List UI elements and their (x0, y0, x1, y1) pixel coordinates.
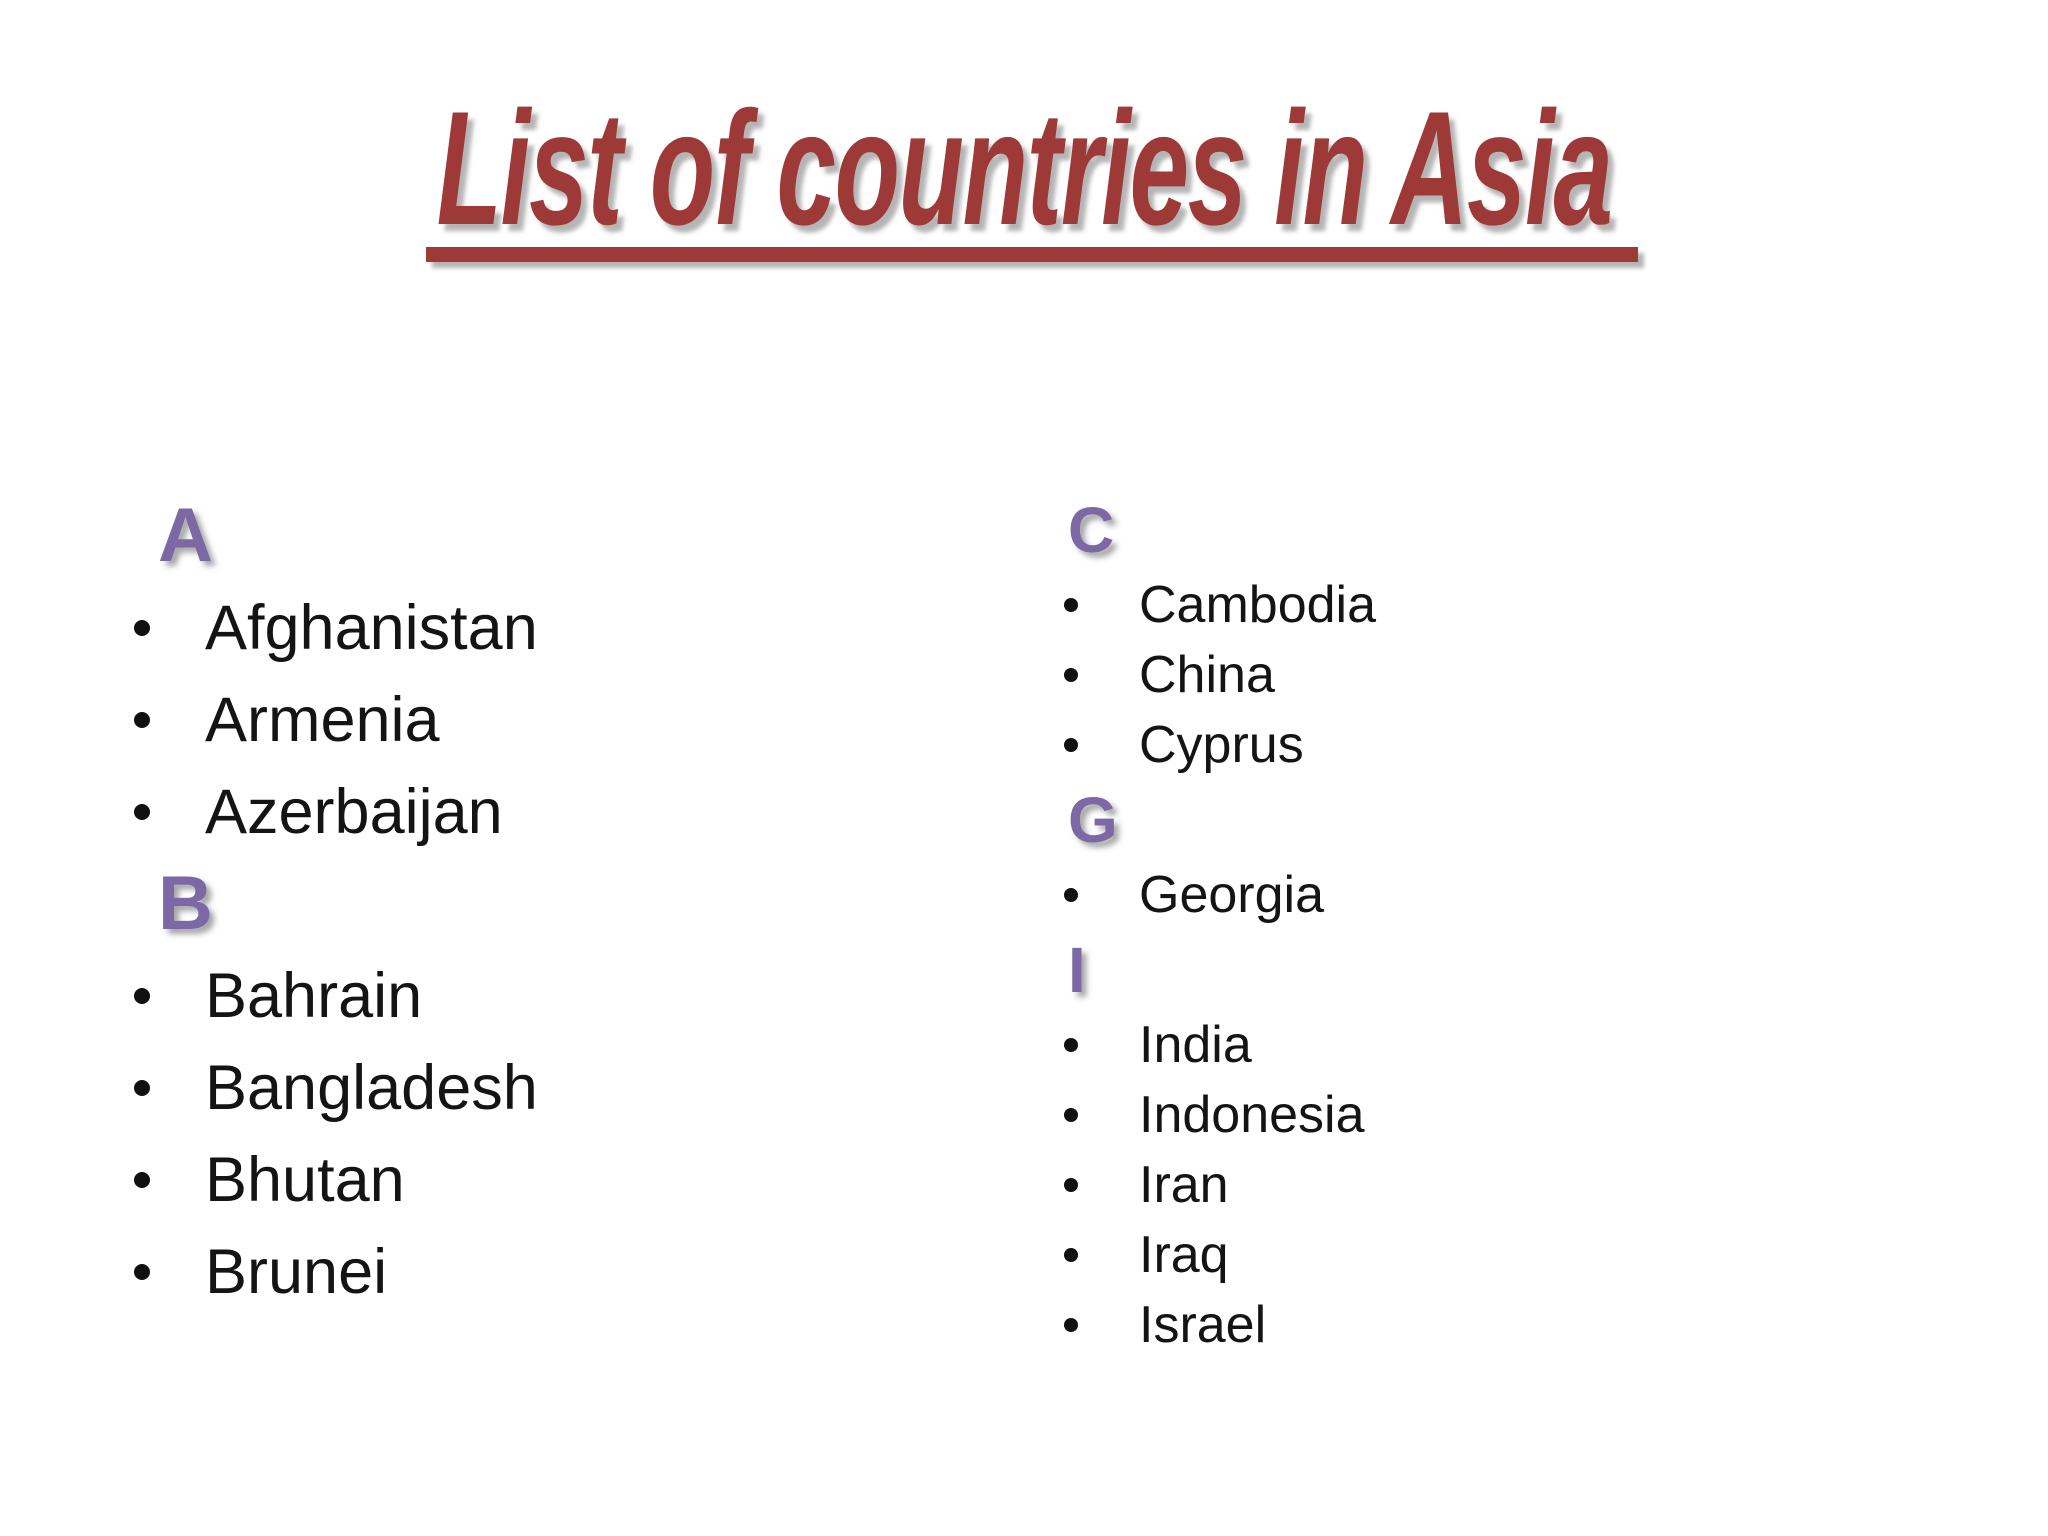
country-item: Bhutan (130, 1134, 538, 1226)
bullet-icon (1064, 1178, 1078, 1192)
country-item: China (1060, 640, 1376, 710)
country-label: Azerbaijan (205, 776, 503, 847)
bullet-icon (134, 620, 150, 636)
bullet-icon (134, 988, 150, 1004)
country-column-right: C Cambodia China Cyprus G Georgia I India Indone… (1060, 490, 1376, 1360)
title-underline (426, 247, 1639, 262)
country-label: Iran (1139, 1156, 1229, 1214)
country-label: Georgia (1139, 866, 1324, 924)
country-column-left: A Afghanistan Armenia Azerbaijan B Bahrain Ban… (130, 490, 538, 1318)
country-item: India (1060, 1010, 1376, 1080)
country-item: Afghanistan (130, 582, 538, 674)
bullet-icon (1064, 1318, 1078, 1332)
country-item: Israel (1060, 1290, 1376, 1360)
country-label: Bhutan (205, 1144, 405, 1215)
country-item: Armenia (130, 674, 538, 766)
country-label: Bangladesh (205, 1052, 538, 1123)
bullet-icon (134, 1080, 150, 1096)
bullet-icon (1064, 1108, 1078, 1122)
section-letter: G (1068, 784, 1118, 856)
country-item: Iran (1060, 1150, 1376, 1220)
section-letter-row: I (1060, 930, 1376, 1010)
bullet-icon (1064, 668, 1078, 682)
country-label: Cambodia (1139, 576, 1377, 634)
bullet-icon (1064, 738, 1078, 752)
slide-title: List of countries in Asia (0, 88, 2048, 250)
country-label: Armenia (205, 684, 440, 755)
country-label: Israel (1139, 1296, 1267, 1354)
section-letter: C (1068, 494, 1115, 566)
country-label: Iraq (1139, 1226, 1229, 1284)
bullet-icon (1064, 888, 1078, 902)
section-letter-row: A (130, 490, 538, 582)
country-label: Indonesia (1139, 1086, 1365, 1144)
country-label: Bahrain (205, 960, 423, 1031)
country-item: Indonesia (1060, 1080, 1376, 1150)
bullet-icon (134, 1172, 150, 1188)
country-label: China (1139, 646, 1275, 704)
bullet-icon (1064, 598, 1078, 612)
country-item: Cyprus (1060, 710, 1376, 780)
bullet-icon (1064, 1038, 1078, 1052)
country-label: Brunei (205, 1236, 388, 1307)
bullet-icon (134, 712, 150, 728)
section-letter: B (158, 861, 213, 946)
bullet-icon (134, 1264, 150, 1280)
country-label: Cyprus (1139, 716, 1304, 774)
country-item: Bahrain (130, 950, 538, 1042)
section-letter: A (158, 493, 213, 578)
bullet-icon (1064, 1248, 1078, 1262)
section-letter-row: B (130, 858, 538, 950)
country-label: India (1139, 1016, 1252, 1074)
section-letter-row: G (1060, 780, 1376, 860)
country-item: Iraq (1060, 1220, 1376, 1290)
country-item: Georgia (1060, 860, 1376, 930)
bullet-icon (134, 804, 150, 820)
section-letter: I (1068, 934, 1086, 1006)
country-item: Azerbaijan (130, 766, 538, 858)
country-label: Afghanistan (205, 592, 538, 663)
country-item: Bangladesh (130, 1042, 538, 1134)
section-letter-row: C (1060, 490, 1376, 570)
country-item: Brunei (130, 1226, 538, 1318)
country-item: Cambodia (1060, 570, 1376, 640)
slide-title-text: List of countries in Asia (436, 78, 1613, 259)
